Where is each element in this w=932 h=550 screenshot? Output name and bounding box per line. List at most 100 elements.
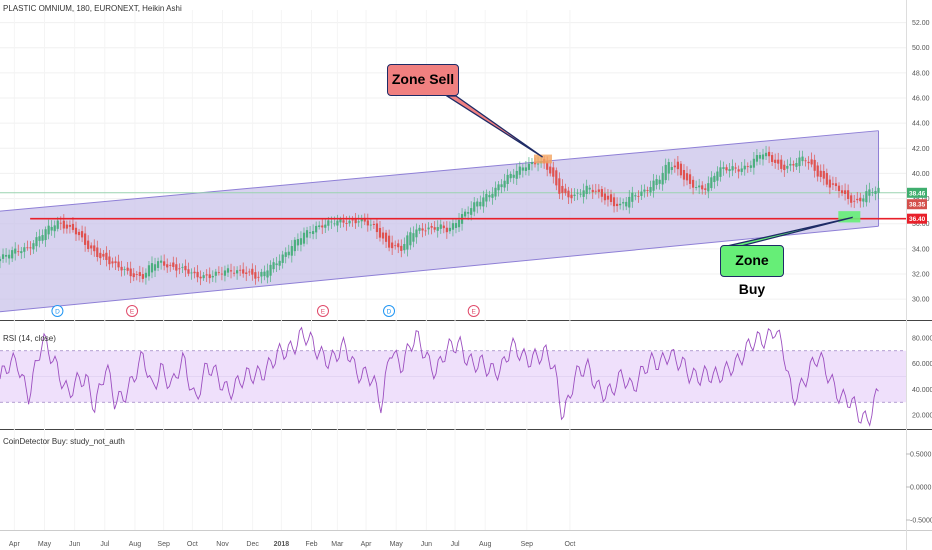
candle-body [777, 159, 780, 164]
candle-body [454, 222, 458, 228]
candle-body [80, 231, 84, 238]
candle-body [59, 222, 62, 224]
candle-body [0, 258, 2, 262]
price-badge-label: 38.35 [909, 202, 926, 209]
candle-body [287, 251, 290, 256]
candle-body [473, 202, 476, 212]
candle-body [664, 164, 667, 181]
x-tick-label: May [390, 541, 404, 548]
candle-body [400, 245, 403, 251]
candle-body [403, 244, 406, 251]
candle-body [606, 195, 610, 200]
channel-lower-line [0, 225, 879, 313]
candle-body [622, 202, 625, 204]
candle-body [336, 220, 339, 226]
candle-body [354, 219, 357, 224]
x-tick-label: Jun [421, 541, 432, 548]
candle-body [819, 170, 822, 177]
candle-body [500, 184, 503, 188]
candle-body [90, 245, 93, 249]
candle-body [178, 268, 181, 270]
candle-body [68, 224, 72, 227]
candle-body [293, 239, 296, 252]
price-badge [907, 199, 927, 210]
candle-body [691, 179, 695, 188]
candle-body [670, 167, 673, 170]
zone-buy-label: Zone Buy [720, 245, 784, 297]
candle-body [29, 247, 32, 249]
candle-body [695, 187, 698, 188]
main-y-tick-label: 44.00 [912, 121, 930, 128]
candle-body [609, 194, 613, 202]
candle-body [482, 197, 485, 207]
candle-body [172, 262, 175, 267]
candle-body [643, 189, 646, 192]
candle-body [35, 237, 38, 247]
candle-body [850, 195, 853, 203]
candle-body [217, 272, 220, 274]
candle-body [147, 265, 151, 277]
channel-upper-line [0, 130, 879, 212]
candle-body [448, 227, 451, 232]
candle-body [874, 190, 877, 194]
candle-body [62, 220, 65, 229]
x-tick-label: Apr [9, 541, 21, 548]
candle-body [427, 227, 430, 230]
candle-body [96, 247, 99, 257]
candle-body [318, 225, 321, 227]
candle-body [117, 261, 120, 268]
candle-body [175, 264, 178, 271]
candle-body [853, 200, 856, 202]
candle-body [673, 165, 676, 168]
candle-body [50, 226, 53, 231]
candle-body [327, 220, 330, 226]
candle-body [752, 158, 755, 168]
candle-body [521, 167, 524, 171]
candle-body [536, 163, 540, 165]
candle-body [248, 271, 251, 273]
candle-body [433, 227, 436, 230]
candle-body [281, 254, 284, 263]
candle-body [415, 229, 418, 238]
event-marker-label: E [321, 309, 326, 316]
candle-body [795, 162, 798, 167]
candle-body [138, 272, 141, 276]
price-badge [907, 213, 927, 224]
candle-body [20, 251, 23, 254]
candle-body [698, 185, 701, 188]
candle-body [749, 165, 752, 168]
candle-body [646, 190, 649, 191]
candle-body [357, 221, 360, 223]
candle-body [497, 184, 500, 191]
price-badge-label: 36.40 [909, 216, 926, 223]
zone-sell-label: Zone Sell [387, 64, 459, 96]
candle-body [527, 163, 531, 170]
event-marker [467, 305, 480, 317]
candle-body [725, 167, 728, 171]
candle-body [503, 180, 506, 188]
candle-body [640, 191, 643, 196]
x-tick-label: Feb [305, 541, 317, 548]
candle-body [123, 269, 126, 270]
candle-body [324, 224, 327, 228]
candle-body [202, 275, 205, 279]
candle-body [257, 276, 260, 278]
candle-body [822, 171, 825, 179]
main-y-tick-label: 30.00 [912, 297, 930, 304]
candle-body [740, 168, 743, 172]
coindetector-y-tick-label: 0.0000 [910, 485, 932, 492]
candle-body [825, 172, 828, 185]
main-y-tick-label: 34.00 [912, 246, 930, 253]
candle-body [555, 170, 558, 186]
candle-body [792, 164, 795, 166]
x-tick-label: 2018 [274, 541, 290, 548]
candle-body [196, 271, 199, 278]
main-y-tick-label: 48.00 [912, 70, 930, 77]
candle-body [828, 179, 831, 188]
candle-body [375, 223, 379, 233]
candle-body [269, 264, 272, 276]
candle-body [296, 239, 300, 246]
candle-body [728, 169, 731, 172]
candle-body [87, 240, 90, 250]
candle-body [84, 233, 87, 245]
